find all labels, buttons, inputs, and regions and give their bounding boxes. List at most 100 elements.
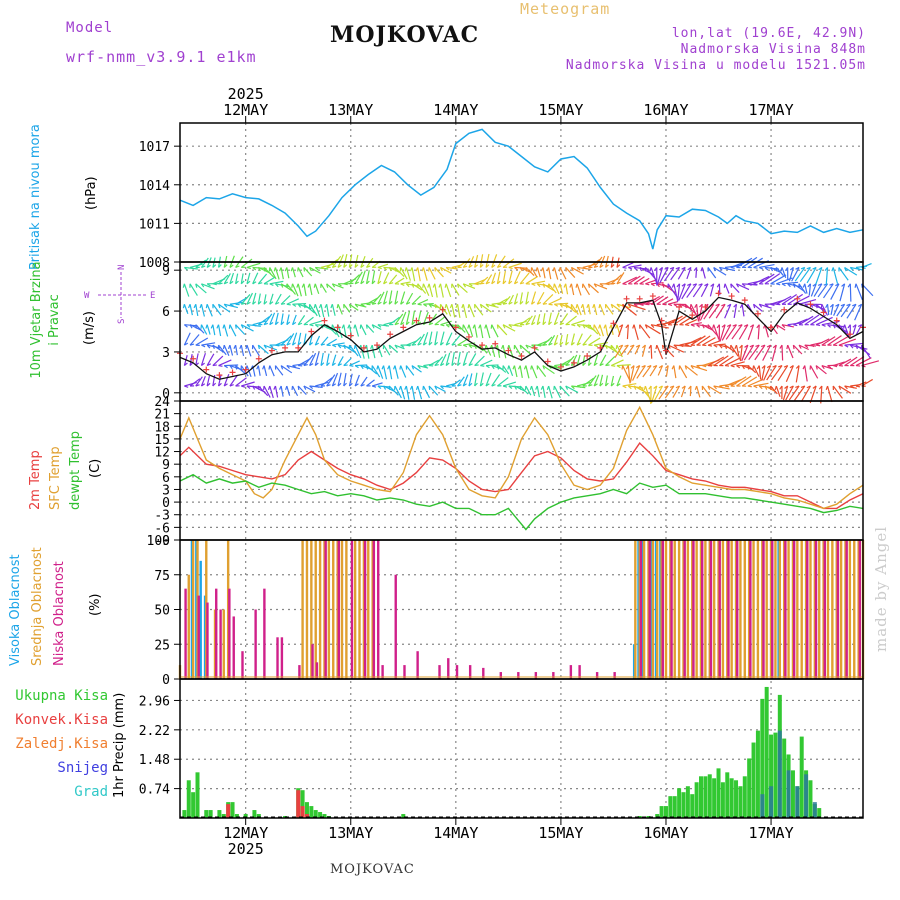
wind-barb: [291, 314, 297, 325]
wind-barb: [217, 324, 222, 337]
wind-gust-marker: [728, 293, 735, 300]
wind-barb-head: [297, 303, 302, 308]
wind-barb: [212, 324, 216, 336]
wind-barb: [280, 295, 291, 305]
wind-barb-head: [852, 303, 857, 307]
wind-barb: [616, 375, 622, 387]
wind-barb: [479, 254, 484, 268]
wind-barb-head: [766, 344, 771, 348]
wind-barb: [434, 356, 444, 366]
wind-barb-head: [343, 382, 347, 387]
wind-barb: [622, 383, 637, 387]
wind-barb: [559, 283, 564, 294]
y-tick-label: 15: [154, 433, 170, 448]
cloud-bar: [184, 588, 187, 679]
wind-barb-head: [513, 385, 518, 390]
wind-barb: [731, 324, 743, 340]
wind-barb: [663, 267, 675, 282]
wind-barb: [850, 266, 864, 271]
cloud-bar: [215, 588, 218, 679]
wind-barb-head: [781, 324, 786, 328]
wind-barb-head: [343, 283, 348, 286]
precip-bar: [769, 786, 774, 818]
wind-barb: [599, 354, 607, 366]
wind-barb-head: [337, 344, 342, 349]
wind-barb-head: [491, 365, 495, 370]
wind-barb-head: [411, 302, 417, 305]
precip-bar: [182, 810, 187, 818]
wind-barb-head: [370, 344, 373, 350]
wind-barb-head: [622, 266, 627, 269]
wind-barb: [764, 324, 769, 338]
y-tick-label: 2.96: [139, 694, 170, 709]
wind-barb: [286, 333, 295, 346]
wind-barb: [502, 345, 507, 359]
wind-barb-head: [559, 303, 563, 308]
wind-barb-head: [292, 321, 297, 326]
wind-barb-head: [542, 283, 546, 288]
wind-barb-head: [829, 303, 834, 308]
wind-barb: [383, 272, 390, 285]
precip-bar: [812, 802, 817, 818]
x-tick-label-bottom: 12MAY: [223, 824, 268, 842]
wind-barb-head: [404, 385, 407, 390]
wind-barb: [291, 283, 299, 297]
wind-barb: [360, 324, 367, 336]
wind-barb: [303, 354, 314, 366]
wind-barb-head: [616, 281, 621, 285]
wind-barb: [531, 280, 546, 285]
wind-barb-head: [229, 384, 234, 387]
wind-barb: [565, 303, 577, 313]
wind-barb: [354, 324, 360, 337]
wind-barb-head: [730, 266, 735, 269]
wind-barb-head: [800, 385, 805, 388]
wind-barb-head: [415, 385, 419, 390]
wind-barb-head: [610, 304, 614, 309]
wind-barb-head: [554, 303, 559, 307]
wind-gust-marker: [768, 324, 775, 331]
cloud-bar: [280, 637, 284, 679]
wind-barb: [754, 344, 766, 361]
cloud-bar: [578, 665, 581, 679]
wind-barb-head: [855, 364, 861, 367]
cloud-bar: [381, 665, 384, 679]
wind-barb: [366, 324, 375, 333]
wind-barb-head: [381, 365, 385, 370]
wind-barb-head: [434, 364, 439, 367]
wind-barb: [274, 312, 279, 325]
wind-barb: [218, 303, 231, 313]
wind-barb-head: [508, 280, 513, 285]
wind-barb-head: [787, 283, 791, 288]
wind-barb-head: [535, 267, 538, 272]
cloud-bar: [836, 540, 840, 679]
cloud-bar: [394, 574, 397, 679]
wind-barb-head: [633, 385, 637, 390]
wind-barb-head: [514, 266, 519, 271]
wind-barb: [559, 313, 569, 326]
wind-barb: [770, 365, 783, 381]
panel-frame-0: [179, 122, 864, 263]
wind-barb-head: [280, 321, 285, 326]
wind-barb: [855, 381, 867, 387]
wind-barb: [377, 271, 382, 284]
wind-barb-head: [326, 362, 330, 366]
wind-barb-head: [341, 324, 345, 329]
wind-barb-head: [525, 322, 530, 326]
wind-barb-head: [183, 266, 188, 271]
cloud-bar: [721, 540, 725, 679]
wind-barb: [235, 273, 239, 284]
wind-barb-head: [588, 362, 592, 366]
wind-barb-head: [512, 365, 516, 370]
wind-barb-head: [812, 385, 817, 389]
cloud-bar: [792, 540, 796, 679]
wind-barb-head: [462, 283, 467, 288]
wind-barb: [741, 344, 749, 362]
wind-barb: [668, 300, 679, 305]
cloud-bar: [774, 540, 777, 679]
wind-barb-head: [723, 283, 726, 288]
wind-barb: [417, 298, 429, 305]
wind-barb: [258, 316, 270, 326]
wind-barb-head: [741, 283, 746, 287]
wind-barb: [610, 303, 623, 313]
wind-gust-marker: [557, 363, 564, 370]
